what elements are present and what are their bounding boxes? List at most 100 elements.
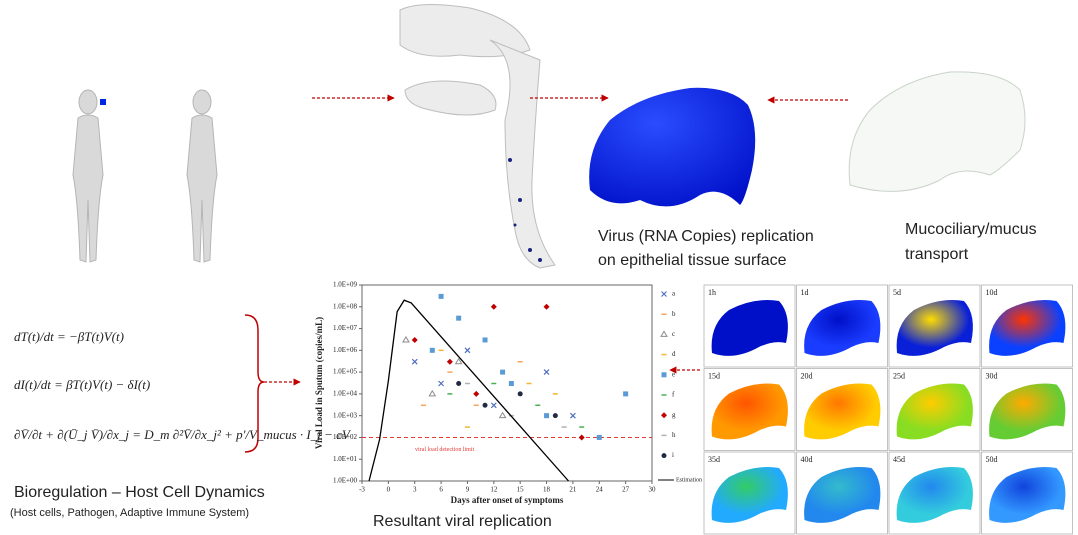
point <box>660 330 668 337</box>
point <box>517 391 523 397</box>
point <box>544 413 550 419</box>
heatmap-label: 15d <box>708 371 720 380</box>
heatmap-label: 30d <box>986 371 998 380</box>
caption: Virus (RNA Copies) replication <box>598 228 814 245</box>
legend-label: Estimation <box>676 477 702 483</box>
nasal-surface <box>589 87 756 207</box>
legend-label: e <box>672 370 675 378</box>
legend-label: a <box>672 290 676 298</box>
x-tick-label: 0 <box>387 486 391 494</box>
point <box>429 347 435 353</box>
heatmap-surface <box>896 300 973 356</box>
point <box>543 303 550 310</box>
heatmap-label: 20d <box>801 371 813 380</box>
point <box>438 293 444 299</box>
legend-label: f <box>672 391 675 399</box>
x-tick-label: 27 <box>622 486 630 494</box>
heatmap-surface <box>804 300 881 356</box>
point <box>402 335 410 343</box>
caption: Resultant viral replication <box>373 513 552 530</box>
point <box>661 291 667 297</box>
point <box>411 358 418 365</box>
caption: transport <box>905 246 969 263</box>
point <box>498 411 507 419</box>
point <box>552 413 558 419</box>
point <box>482 402 488 408</box>
heatmap-label: 1h <box>708 288 716 297</box>
point <box>661 453 667 459</box>
heatmap-grid: 1h 1d 5d 10d 15d 20d 25d 30d 35d 40d 45d 50d <box>703 284 1073 535</box>
x-tick-label: 15 <box>517 486 525 494</box>
y-tick-label: 1.0E+07 <box>333 324 357 332</box>
heatmap-surface <box>711 467 788 523</box>
airway-model <box>399 3 556 269</box>
heatmap-surface <box>989 300 1066 356</box>
heatmap-surface <box>896 383 973 440</box>
point <box>464 347 471 354</box>
equation: ∂V̄/∂t + ∂(Ū_j V̄)/∂x_j = D_m ∂²V̄/∂x_j²… <box>14 427 352 442</box>
equation: dT(t)/dt = −βT(t)V(t) <box>14 329 124 344</box>
x-axis-label: Days after onset of symptoms <box>451 495 564 505</box>
heatmap-label: 50d <box>986 455 998 464</box>
point <box>438 380 445 387</box>
heatmap-surface <box>711 300 788 356</box>
point <box>661 372 667 378</box>
y-tick-label: 1.0E+00 <box>333 477 357 485</box>
point <box>473 390 480 397</box>
point <box>428 389 437 397</box>
point <box>543 369 550 376</box>
y-tick-label: 1.0E+01 <box>333 455 357 463</box>
estimation-line <box>368 299 570 482</box>
viral-load-chart: 1.0E+00 1.0E+01 1.0E+02 1.0E+03 1.0E+04 1.0E+… <box>314 281 702 505</box>
point <box>490 402 497 409</box>
heatmap-surface <box>896 467 973 523</box>
point <box>578 434 585 441</box>
heatmap-label: 45d <box>893 455 905 464</box>
y-tick-label: 1.0E+04 <box>333 389 357 397</box>
legend-label: i <box>672 451 674 459</box>
point <box>508 380 514 386</box>
point <box>482 337 488 343</box>
heatmap-label: 40d <box>801 455 813 464</box>
x-tick-label: 24 <box>596 486 604 494</box>
caption: Mucociliary/mucus <box>905 221 1037 238</box>
bracket <box>244 314 265 453</box>
x-tick-label: 6 <box>439 486 443 494</box>
y-tick-label: 1.0E+02 <box>333 433 357 441</box>
heatmap-label: 25d <box>893 371 905 380</box>
heatmap-surface <box>804 467 881 523</box>
x-tick-label: 12 <box>490 486 498 494</box>
legend-label: g <box>672 411 676 419</box>
x-tick-label: 21 <box>569 486 577 494</box>
heatmap-label: 5d <box>893 288 901 297</box>
y-tick-label: 1.0E+08 <box>333 302 357 310</box>
point <box>454 357 463 365</box>
point <box>623 391 629 397</box>
point <box>490 303 497 310</box>
heatmap-label: 1d <box>801 288 809 297</box>
caption: (Host cells, Pathogen, Adaptive Immune S… <box>10 507 249 519</box>
x-tick-label: -3 <box>359 486 365 494</box>
legend-label: d <box>672 350 676 358</box>
point <box>411 336 418 343</box>
y-axis-label: Viral Load in Sputum (copies/mL) <box>314 317 324 449</box>
point <box>456 380 462 386</box>
annotation: viral load detection limit <box>415 447 474 453</box>
human-figures <box>72 89 218 263</box>
legend-label: b <box>672 310 676 318</box>
point <box>661 412 667 419</box>
y-tick-label: 1.0E+03 <box>333 411 357 419</box>
heatmap-label: 35d <box>708 455 720 464</box>
point <box>456 315 462 321</box>
y-tick-label: 1.0E+09 <box>333 281 357 289</box>
plot-frame <box>361 284 653 482</box>
legend-label: c <box>672 330 675 338</box>
x-tick-label: 18 <box>543 486 551 494</box>
point <box>500 369 506 375</box>
heatmap-surface <box>804 383 881 440</box>
point <box>569 412 576 419</box>
x-tick-label: 3 <box>413 486 417 494</box>
caption: on epithelial tissue surface <box>598 252 787 269</box>
heatmap-surface <box>989 467 1066 523</box>
